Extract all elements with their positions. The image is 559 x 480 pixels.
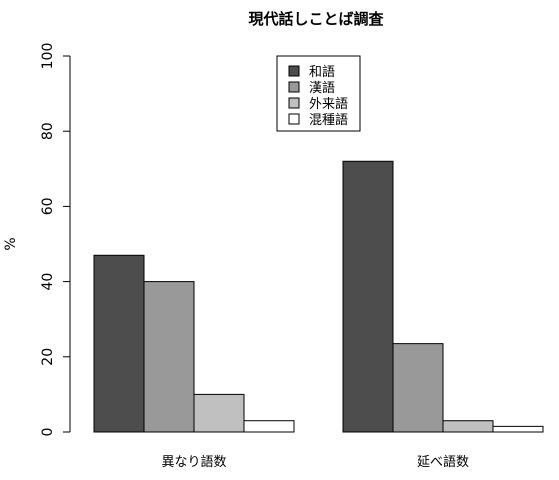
- y-tick-label: 60: [40, 197, 56, 215]
- legend-label: 和語: [309, 64, 335, 80]
- bar-1-2: [342, 160, 394, 433]
- x-axis-labels: 異なり語数 延べ語数: [161, 454, 469, 470]
- y-tick-label: 20: [40, 348, 56, 366]
- legend-swatch: [288, 113, 300, 125]
- legend-label: 混種語: [309, 112, 348, 128]
- bar-2-2: [392, 343, 444, 433]
- bar-3-2: [442, 420, 494, 433]
- legend-label: 外来語: [309, 96, 348, 112]
- x-category-label: 延べ語数: [417, 454, 469, 470]
- legend-swatch: [288, 65, 300, 77]
- y-tick-label: 80: [40, 122, 56, 140]
- y-axis: 0 20 40 60 80 100: [40, 43, 71, 437]
- y-tick-label: 100: [40, 43, 56, 70]
- x-category-label: 異なり語数: [161, 454, 226, 470]
- bars: [93, 160, 544, 433]
- legend-label: 漢語: [309, 80, 335, 96]
- y-tick-label: 0: [40, 428, 56, 437]
- bar-2-1: [143, 281, 195, 433]
- y-axis-label: %: [3, 237, 19, 250]
- chart-title: 現代話しことば調査: [248, 10, 384, 28]
- bar-4-1: [243, 420, 295, 433]
- bar-1-1: [93, 254, 145, 433]
- bar-4-2: [492, 425, 544, 433]
- y-tick-label: 40: [40, 273, 56, 291]
- legend-swatch: [288, 97, 300, 109]
- legend-swatch: [288, 81, 300, 93]
- bar-3-1: [193, 393, 245, 433]
